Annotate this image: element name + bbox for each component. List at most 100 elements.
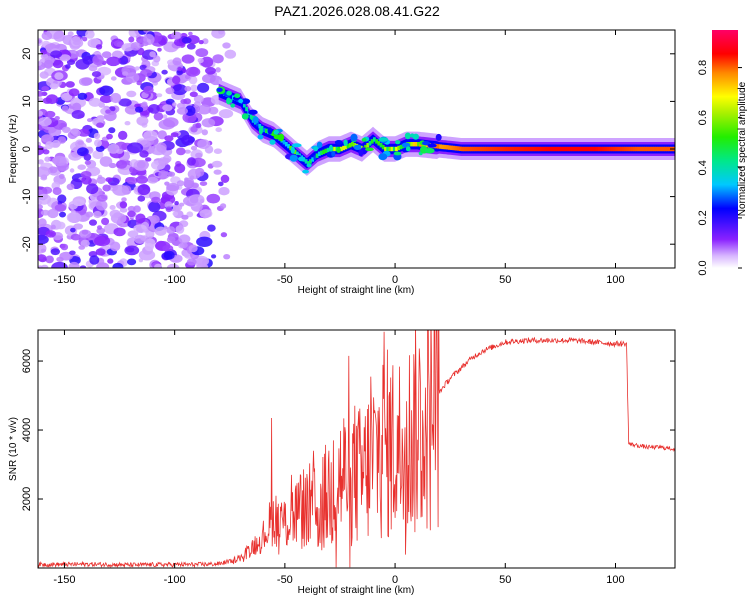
spectrogram-noise-blob: [207, 224, 216, 232]
spectrogram-x-label: Height of straight line (km): [298, 285, 415, 296]
spectrogram-heatmap: [38, 30, 675, 268]
spectrogram-ridge-cell: [313, 155, 317, 160]
spectrogram-ridge-cell: [245, 106, 248, 112]
spectrogram-ridge-cell: [518, 146, 522, 152]
spectrogram-noise-blob: [179, 202, 185, 207]
spectrogram-ridge-blob: [427, 143, 437, 148]
spectrogram-noise-blob: [151, 196, 161, 203]
spectrogram-noise-blob: [52, 59, 64, 69]
spectrogram-ridge-cell: [368, 141, 372, 146]
spectrogram-noise-blob: [125, 72, 140, 83]
spectrogram-ridge-cell: [258, 124, 262, 129]
spectrogram-noise-blob: [165, 206, 173, 213]
spectrogram-noise-blob: [58, 173, 65, 179]
spectrogram-ridge-cell: [483, 146, 486, 152]
spectrogram-noise-blob: [70, 227, 76, 233]
spectrogram-ridge-cell: [340, 146, 343, 152]
spectrogram-noise-blob: [196, 236, 213, 247]
spectrogram-ridge-cell: [637, 146, 641, 152]
spectrogram-noise-blob: [109, 209, 121, 219]
spectrogram-noise-blob: [186, 43, 196, 50]
spectrogram-ridge-cell: [641, 146, 645, 152]
spectrogram-ridge-blob: [241, 113, 249, 120]
spectrogram-ridge-cell: [661, 146, 665, 152]
spectrogram-noise-blob: [121, 43, 134, 52]
spectrogram-ridge-cell: [514, 146, 517, 152]
spectrogram-noise-blob: [124, 121, 131, 126]
spectrogram-noise-blob: [38, 234, 49, 245]
spectrogram-ridge-cell: [375, 139, 378, 144]
spectrogram-noise-blob: [68, 88, 80, 97]
spectrogram-noise-blob: [142, 41, 149, 47]
spectrogram-noise-blob: [40, 49, 48, 55]
spectrogram-noise-blob: [153, 55, 161, 63]
spectrogram-ridge-cell: [633, 146, 636, 152]
spectrogram-ridge-blob: [234, 93, 241, 98]
spectrogram-ridge-cell: [540, 146, 544, 152]
spectrogram-noise-blob: [38, 61, 42, 66]
spectrogram-noise-blob: [149, 51, 156, 58]
spectrogram-noise-blob: [42, 186, 53, 194]
spectrogram-ridge-blob: [267, 127, 273, 135]
spectrogram-ridge-cell: [573, 146, 577, 152]
spectrogram-noise-blob: [127, 210, 136, 218]
spectrogram-noise-blob: [220, 203, 227, 209]
spectrogram-ridge-blob: [361, 138, 367, 142]
spectrogram-ridge-cell: [500, 146, 504, 152]
spectrogram-ridge-cell: [384, 146, 387, 152]
spectrogram-ridge-blob: [273, 129, 279, 135]
spectrogram-noise-blob: [77, 164, 86, 170]
spectrogram-noise-blob: [148, 104, 160, 114]
spectrogram-ridge-cell: [668, 146, 672, 152]
spectrogram-noise-blob: [84, 160, 92, 165]
spectrogram-noise-blob: [40, 209, 51, 216]
spectrogram-ridge-blob: [252, 116, 259, 124]
spectrogram-ridge-blob: [302, 169, 309, 174]
spectrogram-ridge-cell: [635, 146, 639, 152]
spectrogram-noise-blob: [93, 132, 101, 140]
x-tick-label: -100: [164, 274, 186, 286]
spectrogram-ridge-cell: [503, 146, 506, 152]
x-tick-label: 0: [392, 274, 398, 286]
spectrogram-ridge-cell: [399, 144, 403, 150]
spectrogram-ridge-cell: [547, 146, 550, 152]
spectrogram-noise-blob: [124, 105, 139, 115]
spectrogram-noise-blob: [112, 184, 129, 196]
spectrogram-ridge-cell: [575, 146, 579, 152]
spectrogram-noise-blob: [197, 104, 212, 115]
spectrogram-ridge-blob: [289, 154, 298, 162]
spectrogram-noise-blob: [42, 149, 50, 155]
spectrogram-ridge-cell: [578, 146, 581, 152]
spectrogram-noise-blob: [174, 163, 186, 174]
spectrogram-noise-blob: [106, 133, 113, 140]
spectrogram-ridge-cell: [459, 146, 462, 151]
spectrogram-noise-blob: [184, 149, 191, 154]
spectrogram-noise-blob: [82, 55, 94, 65]
spectrogram-noise-blob: [186, 258, 197, 266]
spectrogram-noise-blob: [166, 226, 176, 235]
spectrogram-noise-blob: [177, 66, 182, 71]
spectrogram-noise-blob: [154, 226, 167, 236]
spectrogram-ridge-cell: [476, 146, 480, 152]
spectrogram-noise-blob: [220, 232, 228, 238]
spectrogram-noise-blob: [38, 218, 47, 227]
snr-y-label: SNR (10 * v/v): [8, 417, 19, 481]
spectrogram-noise-blob: [188, 194, 205, 205]
spectrogram-noise-blob: [68, 261, 80, 268]
spectrogram-ridge-cell: [304, 159, 308, 164]
spectrogram-noise-blob: [99, 85, 114, 96]
x-tick-label: -150: [53, 574, 75, 586]
spectrogram-ridge-cell: [664, 146, 667, 152]
spectrogram-noise-blob: [110, 241, 121, 252]
spectrogram-ridge-cell: [538, 146, 542, 152]
spectrogram-noise-blob: [165, 87, 175, 95]
spectrogram-noise-blob: [65, 64, 71, 69]
spectrogram-noise-blob: [187, 157, 196, 166]
spectrogram-ridge-cell: [390, 146, 394, 152]
spectrogram-noise-blob: [40, 248, 47, 253]
spectrogram-noise-blob: [97, 225, 102, 230]
spectrogram-ridge-cell: [542, 146, 546, 152]
spectrogram-ridge-cell: [467, 146, 471, 152]
x-tick-label: -50: [277, 274, 293, 286]
